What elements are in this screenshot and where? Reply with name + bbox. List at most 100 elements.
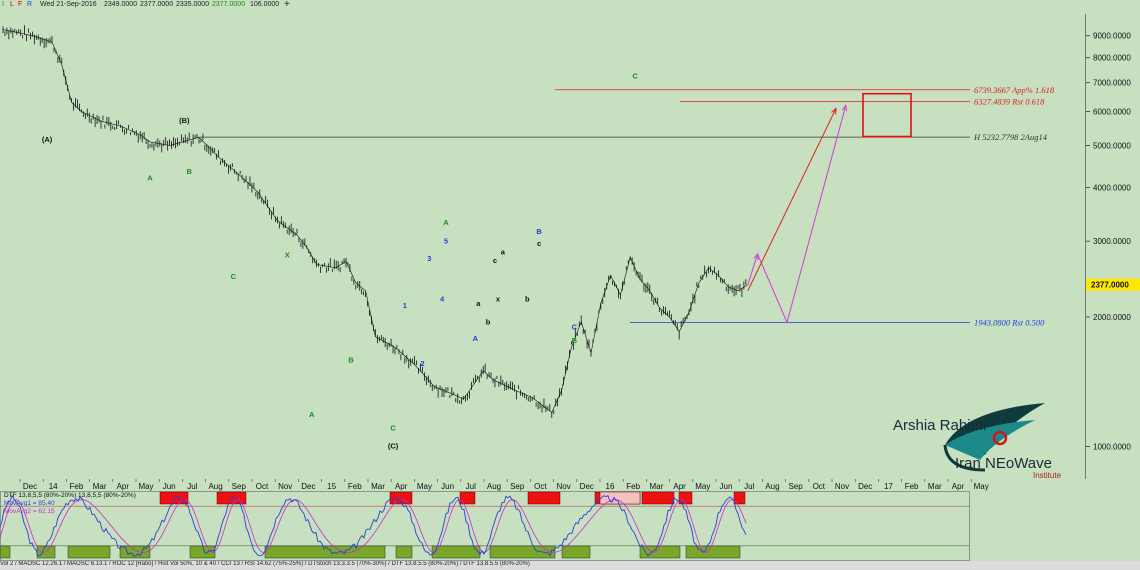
date-tick-label: Aug: [208, 482, 222, 491]
wave-label: (A): [42, 135, 53, 144]
osc-overbought-zone: [459, 491, 476, 505]
price-tick-label: 7000.0000: [1093, 79, 1131, 88]
date-tick-label: Jul: [466, 482, 476, 491]
flag-r[interactable]: R: [27, 1, 33, 8]
date-tick-label: Nov: [556, 482, 570, 491]
osc-overbought-zone: [389, 491, 413, 505]
osc-oversold-zone: [0, 545, 11, 559]
wave-label: A: [473, 334, 479, 343]
wave-label: A: [147, 173, 153, 182]
wave-label: (C): [388, 441, 399, 450]
date-tick-label: Feb: [348, 482, 362, 491]
osc-oversold-zone: [639, 545, 681, 559]
level-label: 6327.4839 Rst 0.618: [974, 97, 1045, 107]
date-tick-label: Feb: [905, 482, 919, 491]
date-tick-label: May: [974, 482, 989, 491]
wave-label: c: [493, 256, 497, 265]
price-series: [2, 29, 748, 413]
date-tick-label: Apr: [673, 482, 686, 491]
flag-f[interactable]: F: [18, 1, 23, 8]
last-price-label: 2377.0000: [1091, 281, 1129, 290]
price-tick-label: 6000.0000: [1093, 108, 1131, 117]
osc-oversold-zone: [561, 545, 591, 559]
wave-label: A: [309, 410, 315, 419]
level-label: H 5232.7798 2Aug14: [973, 132, 1048, 142]
date-tick-label: Apr: [952, 482, 965, 491]
date-tick-label: Mar: [928, 482, 942, 491]
flag-l[interactable]: L: [10, 1, 14, 8]
date-tick-label: 14: [49, 482, 58, 491]
oscillator-chart: [0, 491, 970, 561]
date-tick-label: Jun: [163, 482, 176, 491]
date-tick-label: Apr: [395, 482, 408, 491]
plus-icon[interactable]: +: [284, 0, 290, 10]
date-tick-label: 15: [327, 482, 336, 491]
logo-line3: Institute: [1033, 471, 1062, 480]
osc-overbought-zone: [678, 491, 693, 505]
date-tick-label: May: [138, 482, 153, 491]
price-tick-label: 8000.0000: [1093, 54, 1131, 63]
osc-frame: [0, 491, 970, 561]
date-tick-label: Mar: [93, 482, 107, 491]
osc-oversold-zone: [67, 545, 111, 559]
date-tick-label: Aug: [765, 482, 779, 491]
wave-label: C: [632, 72, 638, 81]
date-tick-label: Dec: [858, 482, 872, 491]
wave-label: b: [525, 295, 530, 304]
wave-label: 2: [420, 359, 424, 368]
projection-magenta: [747, 105, 847, 324]
date-tick-label: Oct: [534, 482, 547, 491]
wave-label: A: [443, 218, 449, 227]
logo-name: Arshia Rahimi: [893, 417, 986, 434]
bar-high: 2377.0000: [140, 1, 174, 8]
date-tick-label: Oct: [813, 482, 826, 491]
arrow-head: [831, 107, 837, 115]
wave-label: C: [231, 272, 237, 281]
wave-label: a: [501, 248, 506, 257]
wave-label: b: [486, 318, 491, 327]
level-label: 1943.0800 Rst 0.500: [974, 317, 1045, 327]
projection-red: [747, 108, 837, 292]
flag-i[interactable]: I: [2, 1, 4, 8]
chart-toolbar: I L F R Wed 21-Sep-2016 2349.0000 2377.0…: [0, 0, 1140, 14]
oscillator-legend-title: DTF 13,8,5,5 (80%-20%) 13,8,5,5 (80%-20%…: [4, 492, 136, 499]
osc-oversold-zone: [119, 545, 151, 559]
wave-label: (B): [179, 116, 190, 125]
oscillator-legend-ma1: MovAvg1 = 85.40: [4, 500, 55, 507]
logo-line2: Iran NEoWave: [955, 455, 1052, 472]
wave-label: a: [476, 299, 481, 308]
osc-overbought-zone: [527, 491, 561, 505]
arrow-head: [753, 252, 759, 261]
date-tick-label: May: [695, 482, 710, 491]
price-chart[interactable]: 6739.3667 App% 1.618 6327.4839 Rst 0.618 H…: [0, 14, 1085, 479]
date-tick-label: Apr: [117, 482, 130, 491]
date-tick-label: 16: [606, 482, 615, 491]
osc-oversold-zone: [36, 545, 56, 559]
date-tick-label: May: [417, 482, 432, 491]
date-tick-label: Feb: [626, 482, 640, 491]
osc-overbought-zone: [641, 491, 675, 505]
date-tick-label: Sep: [788, 482, 803, 491]
bar-low: 2335.0000: [176, 1, 210, 8]
wave-label: 4: [440, 295, 445, 304]
date-tick-label: Dec: [23, 482, 37, 491]
osc-oversold-zone: [431, 545, 481, 559]
wave-label: C: [572, 323, 578, 332]
oscillator-legend-ma2: MovAvg2 = 62.15: [4, 508, 55, 515]
bar-date: Wed 21-Sep-2016: [40, 1, 97, 8]
oscillator-pane[interactable]: DTF 13,8,5,5 (80%-20%) 13,8,5,5 (80%-20%…: [0, 491, 970, 561]
date-tick-label: Jul: [744, 482, 754, 491]
price-tick-label: 5000.0000: [1093, 142, 1131, 151]
wave-label: X: [285, 250, 290, 259]
bar-close: 2377.0000: [212, 1, 246, 8]
osc-overbought-zone-light: [599, 491, 641, 505]
wave-label: B: [572, 336, 578, 345]
date-tick-label: Oct: [256, 482, 269, 491]
indicator-status-bar[interactable]: Vol 2 / MAOSC 12.26.1 / MAOSC 6.13.1 / R…: [0, 561, 1140, 570]
indicator-list: Vol 2 / MAOSC 12.26.1 / MAOSC 6.13.1 / R…: [0, 561, 530, 567]
logo: Arshia Rahimi Iran NEoWave Institute: [885, 400, 1075, 480]
wave-label: 5: [444, 237, 448, 246]
last-price-marker: [1086, 278, 1140, 291]
date-tick-label: Jun: [720, 482, 733, 491]
osc-overbought-zone: [733, 491, 746, 505]
